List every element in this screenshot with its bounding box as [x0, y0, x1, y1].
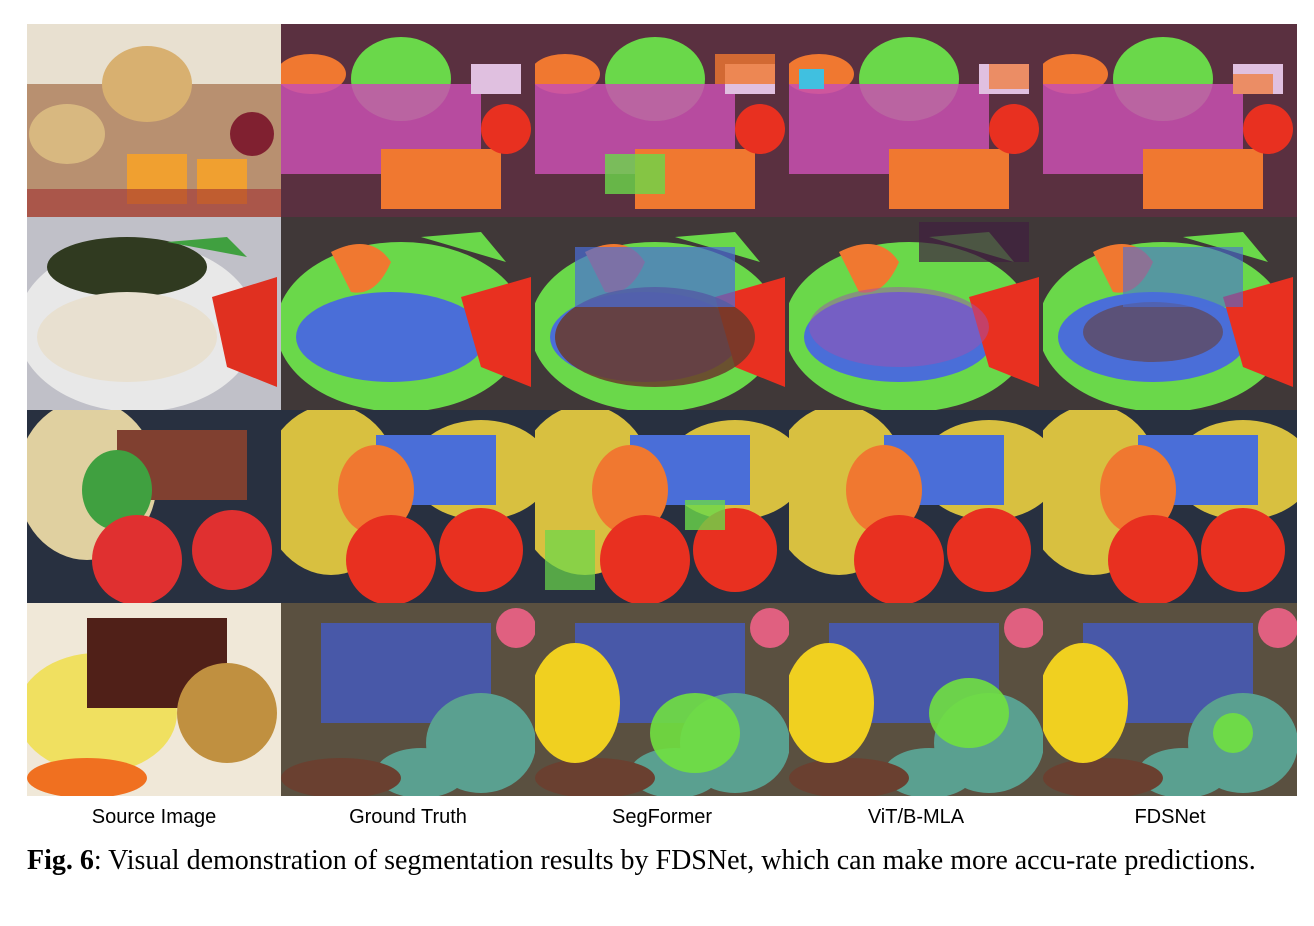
column-label-source-image: Source Image [91, 806, 217, 828]
image-fdsnet-row-4 [1043, 603, 1297, 796]
image-source-image-row-3 [27, 410, 281, 603]
image-fdsnet-row-2 [1043, 217, 1297, 410]
image-vit-b-mla-row-4 [789, 603, 1043, 796]
image-fdsnet-row-3 [1043, 410, 1297, 603]
column-label-vit-b-mla: ViT/B-MLA [867, 806, 965, 828]
column-label-fdsnet: FDSNet [1134, 806, 1206, 828]
caption-text: : Visual demonstration of segmentation r… [93, 845, 1256, 876]
column-label-segformer: SegFormer [611, 806, 713, 828]
image-segformer-row-1 [535, 24, 789, 217]
column-label-ground-truth: Ground Truth [349, 806, 467, 828]
image-source-image-row-4 [27, 603, 281, 796]
figure-caption: Fig. 6: Visual demonstration of segmenta… [27, 842, 1292, 880]
image-ground-truth-row-3 [281, 410, 535, 603]
image-vit-b-mla-row-1 [789, 24, 1043, 217]
image-fdsnet-row-1 [1043, 24, 1297, 217]
image-segformer-row-2 [535, 217, 789, 410]
image-source-image-row-1 [27, 24, 281, 217]
image-vit-b-mla-row-3 [789, 410, 1043, 603]
figure-grid [27, 24, 1297, 796]
image-vit-b-mla-row-2 [789, 217, 1043, 410]
caption-label: Fig. 6 [27, 845, 94, 876]
image-ground-truth-row-1 [281, 24, 535, 217]
image-segformer-row-4 [535, 603, 789, 796]
image-ground-truth-row-2 [281, 217, 535, 410]
image-source-image-row-2 [27, 217, 281, 410]
image-segformer-row-3 [535, 410, 789, 603]
image-ground-truth-row-4 [281, 603, 535, 796]
